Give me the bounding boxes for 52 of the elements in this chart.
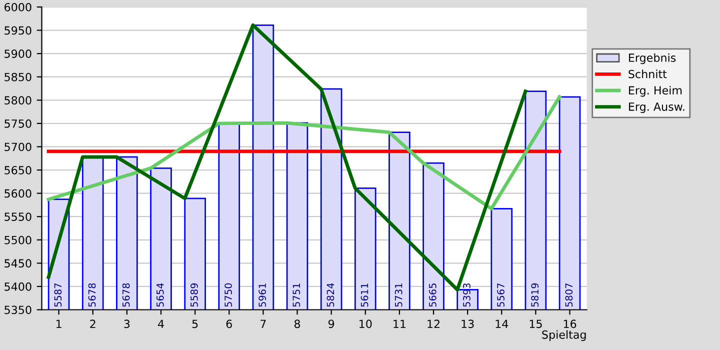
- y-tick-label: 5950: [4, 26, 32, 35]
- x-tick-label: 7: [260, 320, 266, 328]
- x-tick-label: 9: [328, 320, 334, 328]
- y-tick-label: 5750: [4, 119, 32, 128]
- y-tick-label: 6000: [4, 2, 32, 12]
- y-tick-label: 5600: [4, 189, 32, 198]
- y-tick-label: 5700: [4, 142, 32, 152]
- y-tick-label: 5850: [4, 72, 32, 82]
- x-tick-label: 15: [530, 320, 542, 328]
- x-tick-label: 3: [124, 320, 130, 328]
- legend-label: Erg. Heim: [629, 86, 682, 97]
- data-label: 5819: [531, 283, 539, 307]
- y-tick-label: 5500: [4, 236, 32, 244]
- data-label: 5665: [428, 284, 436, 307]
- data-label: 5589: [190, 283, 198, 307]
- x-tick-label: 11: [394, 320, 406, 328]
- legend-label: Schnitt: [628, 70, 667, 78]
- x-tick-label: 16: [564, 320, 576, 328]
- x-tick-label: 13: [462, 320, 474, 328]
- y-tick-label: 5400: [4, 282, 32, 291]
- data-label: 5678: [122, 283, 130, 307]
- y-tick-label: 5650: [4, 166, 32, 174]
- x-tick-label: 8: [294, 320, 300, 328]
- data-label: 5678: [88, 283, 96, 307]
- y-tick-label: 5800: [4, 96, 32, 105]
- x-tick-label: 12: [428, 320, 440, 328]
- data-label: 5587: [54, 284, 62, 307]
- data-label: 5611: [360, 284, 368, 307]
- x-tick-label: 14: [496, 320, 508, 328]
- x-axis-title: Spieltag: [542, 330, 586, 341]
- data-label: 5567: [497, 284, 504, 307]
- data-label: 5824: [326, 283, 334, 307]
- line-series: [46, 95, 562, 210]
- x-tick-label: 10: [360, 320, 372, 328]
- x-tick-label: 2: [90, 320, 96, 328]
- x-tick-label: 5: [192, 320, 198, 328]
- data-label: 5654: [156, 283, 164, 307]
- y-tick-label: 5450: [4, 259, 32, 268]
- data-label: 5393: [463, 283, 470, 307]
- legend-label: Ergebnis: [629, 53, 676, 64]
- y-tick-label: 5900: [4, 50, 32, 58]
- x-tick-label: 4: [158, 320, 164, 328]
- data-label: 5751: [292, 284, 300, 307]
- data-label: 5961: [258, 284, 266, 307]
- y-tick-label: 5350: [4, 306, 32, 314]
- y-tick-label: 5550: [4, 212, 32, 221]
- data-label: 5807: [565, 284, 573, 307]
- data-label: 5750: [224, 283, 232, 307]
- data-label: 5731: [394, 284, 402, 307]
- x-tick-label: 1: [56, 320, 62, 328]
- x-tick-label: 6: [226, 320, 232, 328]
- legend-label: Erg. Ausw.: [629, 102, 684, 114]
